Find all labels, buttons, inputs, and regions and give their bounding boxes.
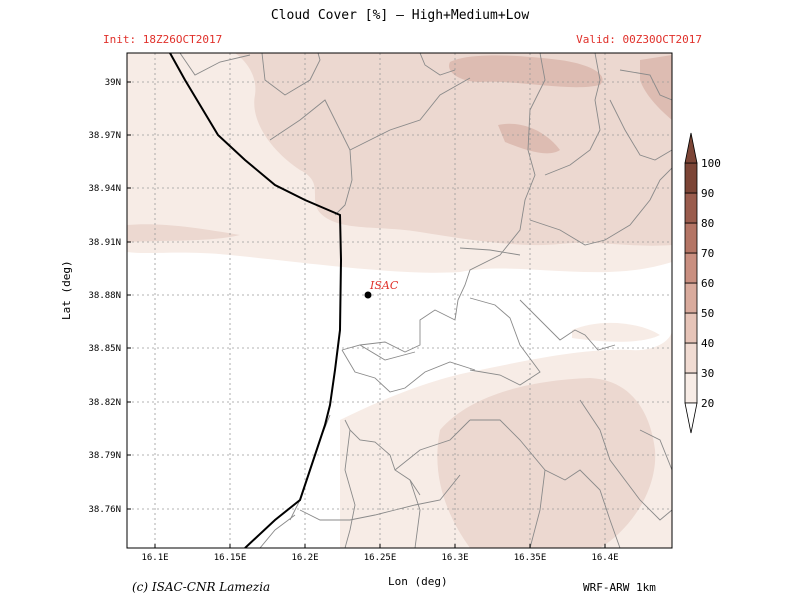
credit-text: (c) ISAC-CNR Lamezia xyxy=(132,580,271,594)
colorbar-min-triangle xyxy=(684,402,698,434)
lon-tick-label: 16.2E xyxy=(291,553,318,563)
colorbar-label: 20 xyxy=(701,397,714,410)
lon-tick-label: 16.35E xyxy=(514,553,547,563)
station-label: ISAC xyxy=(369,279,399,292)
lat-tick-label: 38.79N xyxy=(88,451,121,461)
colorbar-label: 40 xyxy=(701,337,714,350)
lon-tick-label: 16.1E xyxy=(141,553,168,563)
valid-time: Valid: 00Z30OCT2017 xyxy=(576,33,702,46)
colorbar-label: 60 xyxy=(701,277,714,290)
colorbar-label: 30 xyxy=(701,367,714,380)
lon-tick-label: 16.3E xyxy=(441,553,468,563)
colorbar-max-triangle xyxy=(684,132,698,164)
colorbar-box xyxy=(684,312,698,344)
lat-tick-label: 38.94N xyxy=(88,184,121,194)
chart-title: Cloud Cover [%] — High+Medium+Low xyxy=(270,8,530,23)
colorbar-label: 90 xyxy=(701,187,714,200)
lat-tick-label: 38.85N xyxy=(88,344,121,354)
colorbar-box xyxy=(684,222,698,254)
colorbar-label: 70 xyxy=(701,247,714,260)
colorbar-box xyxy=(684,162,698,194)
colorbar-box xyxy=(684,282,698,314)
coastline xyxy=(169,53,343,548)
axis-ticks xyxy=(127,81,606,548)
cloud-band-south-40 xyxy=(437,378,656,548)
colorbar: 20 30 40 50 60 70 80 90 100 xyxy=(684,132,721,434)
admin-boundaries xyxy=(179,53,672,548)
colorbar-label: 50 xyxy=(701,307,714,320)
lat-tick-label: 38.76N xyxy=(88,505,121,515)
map-frame xyxy=(126,52,673,549)
lon-tick-labels: 16.1E 16.15E 16.2E 16.25E 16.3E 16.35E 1… xyxy=(141,553,618,563)
colorbar-label: 80 xyxy=(701,217,714,230)
lat-tick-label: 38.88N xyxy=(88,291,121,301)
map-area: ISAC xyxy=(127,53,672,548)
lat-tick-label: 39N xyxy=(105,78,121,88)
lat-tick-label: 38.97N xyxy=(88,131,121,141)
colorbar-label: 100 xyxy=(701,157,721,170)
model-label: WRF-ARW 1km xyxy=(583,581,656,594)
colorbar-box xyxy=(684,372,698,404)
y-axis-title: Lat (deg) xyxy=(60,260,73,320)
station-marker xyxy=(364,291,372,299)
lon-tick-label: 16.25E xyxy=(364,553,397,563)
x-axis-title: Lon (deg) xyxy=(388,575,448,588)
cloud-patch-north-50 xyxy=(449,55,603,88)
colorbar-box xyxy=(684,342,698,374)
lat-tick-label: 38.91N xyxy=(88,238,121,248)
lon-tick-label: 16.4E xyxy=(591,553,618,563)
cloud-patch-east-30 xyxy=(572,322,660,342)
colorbar-box xyxy=(684,192,698,224)
lat-tick-label: 38.82N xyxy=(88,398,121,408)
init-time: Init: 18Z26OCT2017 xyxy=(103,33,223,46)
colorbar-box xyxy=(684,252,698,284)
lon-tick-label: 16.15E xyxy=(214,553,247,563)
cloud-band-north-40 xyxy=(235,53,672,246)
lat-tick-labels: 39N 38.97N 38.94N 38.91N 38.88N 38.85N 3… xyxy=(88,78,121,515)
